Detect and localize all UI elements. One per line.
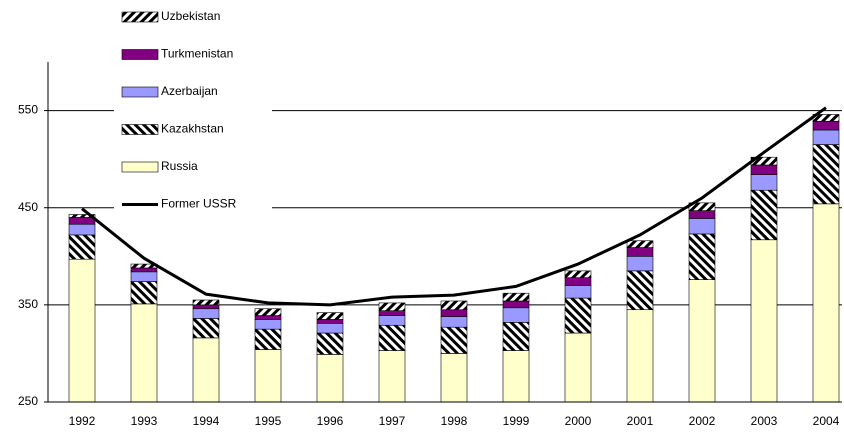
bar-segment xyxy=(130,267,158,273)
bar-segment xyxy=(812,129,840,145)
bar-segment xyxy=(564,285,592,299)
x-tick-label: 1996 xyxy=(317,414,344,428)
bar-segment xyxy=(130,303,158,403)
bar-segment xyxy=(688,233,716,280)
line-series xyxy=(81,106,827,307)
legend-swatch xyxy=(121,11,159,23)
bar-segment xyxy=(626,240,654,248)
bar-segment xyxy=(192,318,220,339)
bar-segment xyxy=(812,120,840,131)
bar-segment xyxy=(626,247,654,257)
legend-label: Kazakhstan xyxy=(161,122,224,136)
x-tick-label: 1997 xyxy=(379,414,406,428)
bar-segment xyxy=(564,297,592,334)
bar-segment xyxy=(750,189,778,241)
bar-segment xyxy=(812,203,840,403)
x-tick-label: 1992 xyxy=(69,414,96,428)
legend-swatch xyxy=(121,86,159,98)
legend-label: Azerbaijan xyxy=(161,84,218,98)
legend-swatch xyxy=(121,124,159,135)
bar-segment xyxy=(564,332,592,403)
bar-segment xyxy=(316,323,344,334)
y-tick-label: 550 xyxy=(18,103,38,117)
legend-label: Former USSR xyxy=(161,197,237,211)
legend-label: Uzbekistan xyxy=(161,9,220,23)
bar-segment xyxy=(440,300,468,311)
x-tick-label: 2002 xyxy=(689,414,716,428)
bar-segment xyxy=(130,271,158,282)
bar-segment xyxy=(192,299,220,306)
bar-segment xyxy=(254,315,282,320)
legend-swatch xyxy=(121,161,159,173)
bar-segment xyxy=(378,315,406,326)
x-tick-label: 2004 xyxy=(813,414,840,428)
bar-segment xyxy=(378,302,406,311)
legend-label: Turkmenistan xyxy=(161,47,233,61)
bar-segment xyxy=(502,300,530,309)
x-tick-label: 1995 xyxy=(255,414,282,428)
bar-segment xyxy=(316,319,344,324)
bar-segment xyxy=(68,214,96,218)
x-tick-label: 1994 xyxy=(193,414,220,428)
bar-segment xyxy=(688,210,716,219)
bar-segment xyxy=(688,279,716,403)
bar-segment xyxy=(502,307,530,323)
bar-segment xyxy=(502,292,530,302)
bar-segment xyxy=(564,270,592,278)
bar-segment xyxy=(130,281,158,305)
bar-segment xyxy=(750,164,778,175)
x-tick-label: 1999 xyxy=(503,414,530,428)
x-tick-label: 2003 xyxy=(751,414,778,428)
bar-segment xyxy=(316,354,344,403)
bar-segment xyxy=(750,239,778,403)
y-tick-label: 450 xyxy=(18,200,38,214)
bar-segment xyxy=(68,258,96,403)
bar-segment xyxy=(626,309,654,403)
bar-segment xyxy=(626,270,654,311)
bar-segment xyxy=(812,144,840,205)
y-tick-label: 250 xyxy=(18,394,38,408)
legend-label: Russia xyxy=(161,159,198,173)
bar-segment xyxy=(440,316,468,328)
bar-segment xyxy=(192,337,220,403)
x-tick-label: 1998 xyxy=(441,414,468,428)
bar-segment xyxy=(688,218,716,235)
bar-segment xyxy=(192,304,220,310)
bar-segment xyxy=(440,326,468,354)
bar-segment xyxy=(68,223,96,236)
bar-segment xyxy=(378,324,406,351)
bar-segment xyxy=(316,332,344,355)
bar-segment xyxy=(192,308,220,319)
bar-segment xyxy=(440,353,468,403)
bar-segment xyxy=(626,255,654,272)
x-tick-label: 2000 xyxy=(565,414,592,428)
legend-swatch xyxy=(121,49,159,60)
bar-segment xyxy=(564,277,592,286)
bar-segment xyxy=(254,349,282,403)
bar-segment xyxy=(502,322,530,351)
legend-background xyxy=(114,0,272,212)
bar-segment xyxy=(378,350,406,403)
bar-segment xyxy=(254,328,282,350)
bar-segment xyxy=(378,310,406,316)
bar-segment xyxy=(750,174,778,191)
bar-segment xyxy=(254,319,282,330)
x-tick-label: 1993 xyxy=(131,414,158,428)
bar-segment xyxy=(68,217,96,225)
x-tick-label: 2001 xyxy=(627,414,654,428)
bar-segment xyxy=(502,350,530,403)
y-tick-label: 350 xyxy=(18,297,38,311)
bar-segment xyxy=(254,308,282,316)
bar-segment xyxy=(316,312,344,320)
bar-segment xyxy=(440,309,468,317)
bar-segment xyxy=(68,234,96,260)
